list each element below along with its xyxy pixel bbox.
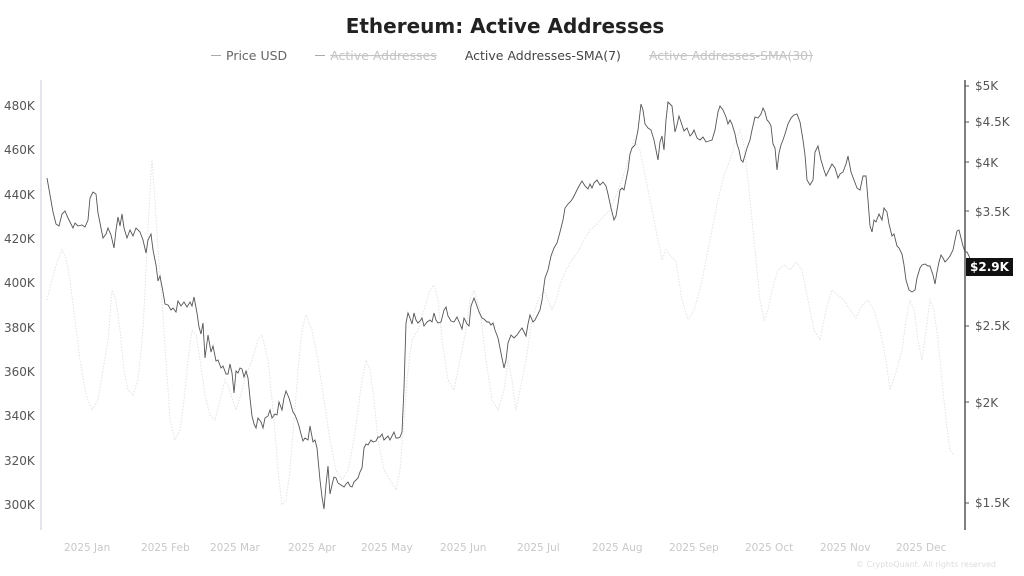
series-price-usd (46, 101, 977, 510)
svg-text:440K: 440K (4, 188, 36, 202)
svg-text:$2.5K: $2.5K (975, 319, 1011, 333)
svg-text:380K: 380K (4, 321, 36, 335)
svg-text:$2K: $2K (975, 396, 999, 410)
legend-label: Active Addresses-SMA(30) (648, 48, 813, 63)
legend-label: Active Addresses (330, 48, 437, 63)
svg-text:2025 Aug: 2025 Aug (592, 542, 643, 554)
svg-text:2025 Jun: 2025 Jun (440, 542, 486, 554)
svg-text:360K: 360K (4, 365, 36, 379)
chart-legend: Price USD Active Addresses Active Addres… (0, 48, 1024, 63)
svg-text:2025 Sep: 2025 Sep (669, 542, 719, 554)
svg-text:300K: 300K (4, 498, 36, 512)
svg-text:420K: 420K (4, 232, 36, 246)
svg-text:$4K: $4K (975, 156, 999, 170)
left-axis-ticks: 480K 460K 440K 420K 400K 380K 360K 340K … (4, 99, 36, 512)
svg-text:2025 Oct: 2025 Oct (745, 542, 793, 554)
legend-item-price-usd[interactable]: Price USD (211, 48, 287, 63)
svg-text:2025 Nov: 2025 Nov (820, 542, 871, 554)
legend-label: Price USD (226, 48, 288, 63)
right-axis-tick-marks (965, 85, 969, 504)
x-axis-ticks: 2025 Jan 2025 Feb 2025 Mar 2025 Apr 2025… (64, 542, 947, 554)
svg-text:340K: 340K (4, 409, 36, 423)
series-active-addresses-sma7 (46, 128, 955, 507)
svg-text:2025 Dec: 2025 Dec (896, 542, 947, 554)
legend-label: Active Addresses-SMA(7) (464, 48, 621, 63)
svg-text:2025 Apr: 2025 Apr (288, 542, 337, 554)
legend-item-sma7[interactable]: Active Addresses-SMA(7) (465, 48, 621, 63)
svg-text:$3.5K: $3.5K (975, 205, 1011, 219)
svg-text:320K: 320K (4, 454, 36, 468)
chart-title: Ethereum: Active Addresses (345, 14, 665, 38)
current-price-badge: $2.9K (966, 258, 1013, 276)
legend-line-icon (315, 55, 326, 56)
svg-text:460K: 460K (4, 143, 36, 157)
legend-item-active-addresses[interactable]: Active Addresses (315, 48, 437, 63)
svg-text:$4.5K: $4.5K (975, 115, 1011, 129)
svg-text:2025 Jan: 2025 Jan (64, 542, 110, 554)
svg-text:480K: 480K (4, 99, 36, 113)
legend-item-sma30[interactable]: Active Addresses-SMA(30) (649, 48, 813, 63)
svg-text:$1.5K: $1.5K (975, 496, 1011, 510)
svg-text:2025 Jul: 2025 Jul (517, 542, 560, 554)
legend-line-icon (211, 55, 221, 56)
svg-text:2025 Feb: 2025 Feb (141, 542, 190, 554)
right-axis-ticks: $5K $4.5K $4K $3.5K $2.5K $2K $1.5K (975, 79, 1011, 510)
svg-text:2025 Mar: 2025 Mar (210, 542, 261, 554)
watermark: © CryptoQuant. All rights reserved (856, 560, 996, 569)
svg-text:400K: 400K (4, 276, 36, 290)
svg-text:$5K: $5K (975, 79, 999, 93)
svg-text:2025 May: 2025 May (361, 542, 413, 554)
